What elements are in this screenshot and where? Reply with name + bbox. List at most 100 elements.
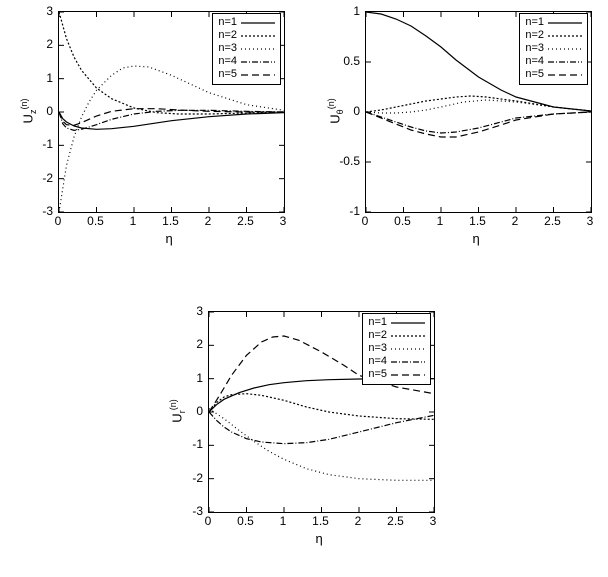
legend-swatch-long: [391, 369, 425, 381]
legend-swatch-solid: [391, 317, 425, 329]
series-solid: [59, 112, 284, 129]
legend-swatch-dashdot: [241, 56, 275, 68]
ytick-label: -2: [192, 471, 203, 485]
xtick-label: 2: [355, 514, 362, 528]
ytick-label: 3: [196, 304, 203, 318]
series-dotted: [59, 66, 284, 212]
xtick-label: 1.5: [162, 214, 179, 228]
legend-label: n=5: [368, 368, 387, 381]
legend-row: n=5: [218, 68, 275, 81]
xtick-label: 1: [130, 214, 137, 228]
legend-row: n=3: [525, 42, 582, 55]
xtick-label: 1: [280, 514, 287, 528]
xtick-label: 2.5: [544, 214, 561, 228]
ylabel-uth: Uθ(n): [326, 98, 345, 123]
ytick-label: -3: [192, 504, 203, 518]
legend-swatch-dotted: [241, 43, 275, 55]
legend-label: n=5: [525, 68, 544, 81]
legend-label: n=2: [368, 329, 387, 342]
legend-label: n=1: [368, 316, 387, 329]
legend-swatch-short: [241, 30, 275, 42]
legend-row: n=1: [525, 16, 582, 29]
xtick-label: 0: [362, 214, 369, 228]
xtick-label: 0.5: [237, 514, 254, 528]
xtick-label: 0.5: [394, 214, 411, 228]
legend-label: n=1: [218, 16, 237, 29]
xtick-label: 1: [437, 214, 444, 228]
ytick-label: -3: [42, 204, 53, 218]
legend-swatch-solid: [241, 17, 275, 29]
legend-row: n=3: [368, 342, 425, 355]
ytick-label: 0: [46, 104, 53, 118]
legend: n=1n=2n=3n=4n=5: [212, 13, 281, 85]
series-long: [366, 112, 591, 137]
panel-ur: Ur(n) η 00.511.522.53-3-2-10123n=1n=2n=3…: [160, 305, 445, 565]
legend: n=1n=2n=3n=4n=5: [519, 13, 588, 85]
legend-label: n=3: [218, 42, 237, 55]
legend-row: n=1: [368, 316, 425, 329]
ytick-label: 0: [353, 104, 360, 118]
xtick-label: 2: [512, 214, 519, 228]
ytick-label: 3: [46, 4, 53, 18]
ytick-label: 2: [196, 337, 203, 351]
legend-swatch-dashdot: [391, 356, 425, 368]
ytick-label: -0.5: [339, 154, 360, 168]
legend-label: n=5: [218, 68, 237, 81]
ytick-label: 1: [196, 371, 203, 385]
series-dashdot: [366, 112, 591, 133]
legend-swatch-long: [241, 69, 275, 81]
legend-label: n=2: [525, 29, 544, 42]
figure-wrap: Uz(n) η 00.511.522.53-3-2-10123n=1n=2n=3…: [0, 0, 608, 577]
legend-label: n=3: [368, 342, 387, 355]
legend-label: n=1: [525, 16, 544, 29]
xlabel-ur: η: [316, 531, 323, 546]
legend-row: n=4: [525, 55, 582, 68]
ytick-label: -2: [42, 171, 53, 185]
legend-row: n=2: [525, 29, 582, 42]
legend-swatch-short: [391, 330, 425, 342]
legend-swatch-dashdot: [548, 56, 582, 68]
legend-row: n=2: [218, 29, 275, 42]
legend-swatch-long: [548, 69, 582, 81]
xtick-label: 3: [430, 514, 437, 528]
xtick-label: 3: [280, 214, 287, 228]
series-short: [366, 96, 591, 112]
series-dotted: [366, 100, 591, 113]
ylabel-uz: Uz(n): [19, 99, 38, 124]
legend-swatch-short: [548, 30, 582, 42]
legend-label: n=3: [525, 42, 544, 55]
ytick-label: 2: [46, 37, 53, 51]
legend-label: n=4: [218, 55, 237, 68]
ytick-label: 1: [353, 4, 360, 18]
legend-label: n=4: [525, 55, 544, 68]
xtick-label: 0.5: [87, 214, 104, 228]
legend-label: n=2: [218, 29, 237, 42]
legend-row: n=5: [525, 68, 582, 81]
legend-label: n=4: [368, 355, 387, 368]
xtick-label: 3: [587, 214, 594, 228]
ytick-label: 0.5: [343, 54, 360, 68]
xlabel-uth: η: [473, 231, 480, 246]
xlabel-uz: η: [166, 231, 173, 246]
xtick-label: 1.5: [312, 514, 329, 528]
series-dashdot: [209, 412, 434, 444]
xtick-label: 2.5: [387, 514, 404, 528]
ylabel-ur: Ur(n): [168, 399, 187, 422]
xtick-label: 1.5: [469, 214, 486, 228]
ytick-label: -1: [192, 437, 203, 451]
xtick-label: 2: [205, 214, 212, 228]
ytick-label: 1: [46, 71, 53, 85]
xtick-label: 2.5: [237, 214, 254, 228]
xtick-label: 0: [205, 514, 212, 528]
legend-swatch-solid: [548, 17, 582, 29]
xtick-label: 0: [55, 214, 62, 228]
panel-uz: Uz(n) η 00.511.522.53-3-2-10123n=1n=2n=3…: [10, 5, 295, 265]
series-dotted: [209, 409, 434, 481]
ytick-label: -1: [349, 204, 360, 218]
legend-row: n=2: [368, 329, 425, 342]
legend-row: n=5: [368, 368, 425, 381]
legend-swatch-dotted: [391, 343, 425, 355]
legend-row: n=3: [218, 42, 275, 55]
legend-row: n=1: [218, 16, 275, 29]
panel-uth: Uθ(n) η 00.511.522.53-1-0.500.51n=1n=2n=…: [310, 5, 595, 265]
